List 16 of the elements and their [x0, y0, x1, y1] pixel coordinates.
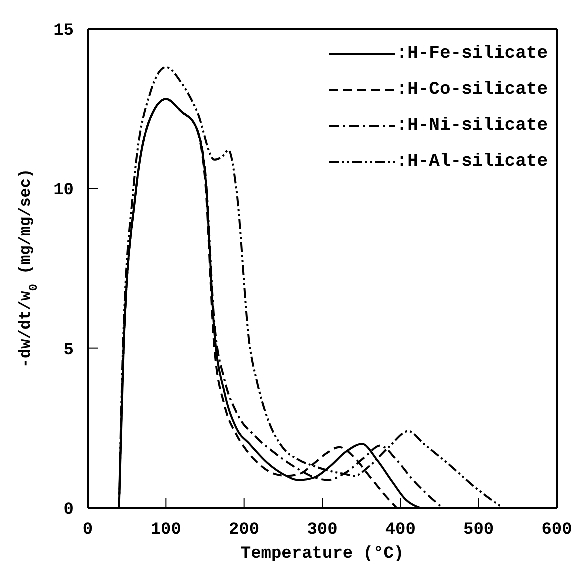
y-tick-label: 0 [64, 501, 74, 520]
x-tick-label: 500 [464, 521, 494, 540]
x-tick-label: 200 [229, 521, 260, 540]
x-tick-label: 400 [385, 521, 416, 540]
legend-label: :H-Al-silicate [396, 152, 548, 172]
legend-label: :H-Ni-silicate [396, 116, 548, 136]
x-tick-label: 600 [542, 521, 572, 540]
x-axis-title: Temperature (°C) [240, 545, 404, 564]
x-tick-label: 100 [150, 521, 182, 540]
x-tick-label: 300 [307, 521, 338, 540]
y-tick-label: 15 [54, 22, 74, 42]
y-tick-label: 10 [54, 182, 74, 201]
legend-label: :H-Co-silicate [396, 80, 548, 100]
x-tick-label: 0 [82, 521, 94, 540]
legend-label: :H-Fe-silicate [396, 44, 548, 64]
y-tick-label: 5 [64, 341, 74, 360]
